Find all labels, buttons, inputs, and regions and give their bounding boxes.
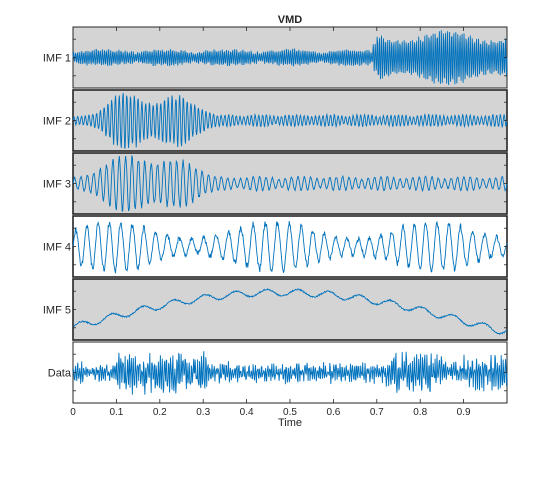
x-tick-label: 0.9 <box>457 407 471 418</box>
panel-label: IMF 3 <box>43 179 71 191</box>
series-line <box>72 351 508 395</box>
series-line <box>72 288 508 336</box>
panel-4: IMF 4 <box>43 215 508 278</box>
panel-label: IMF 1 <box>43 53 71 65</box>
x-tick-label: 0.2 <box>153 407 167 418</box>
panel-3: IMF 3 <box>43 152 508 215</box>
panel-label: IMF 4 <box>43 242 71 254</box>
x-tick-label: 0.7 <box>370 407 384 418</box>
x-tick-label: 0.8 <box>413 407 427 418</box>
axes-background <box>72 278 508 341</box>
panel-label: IMF 2 <box>43 116 71 128</box>
x-tick-label: 0 <box>70 407 76 418</box>
x-tick-label: 0.4 <box>240 407 254 418</box>
x-axis-label: Time <box>278 417 302 429</box>
x-axis: 0 0.1 0.2 0.3 0.4 0.5 0.6 0.7 0.8 0.9 <box>70 27 471 418</box>
x-tick-label: 0.3 <box>196 407 210 418</box>
panels: IMF 1 IMF 2 IMF 3 IMF 4 IMF 5 Data <box>43 26 508 404</box>
x-tick-label: 0.1 <box>109 407 123 418</box>
panel-2: IMF 2 <box>43 89 508 152</box>
x-tick-label: 0.5 <box>283 407 297 418</box>
series-line <box>72 30 508 86</box>
series-line <box>72 220 508 274</box>
series-line <box>72 154 508 212</box>
panel-label: Data <box>48 368 72 380</box>
panel-6: Data <box>48 341 508 404</box>
chart-title: VMD <box>278 14 303 26</box>
series-line <box>72 92 508 149</box>
x-tick-label: 0.6 <box>326 407 340 418</box>
panel-label: IMF 5 <box>43 305 71 317</box>
panel-5: IMF 5 <box>43 278 508 341</box>
panel-1: IMF 1 <box>43 26 508 89</box>
